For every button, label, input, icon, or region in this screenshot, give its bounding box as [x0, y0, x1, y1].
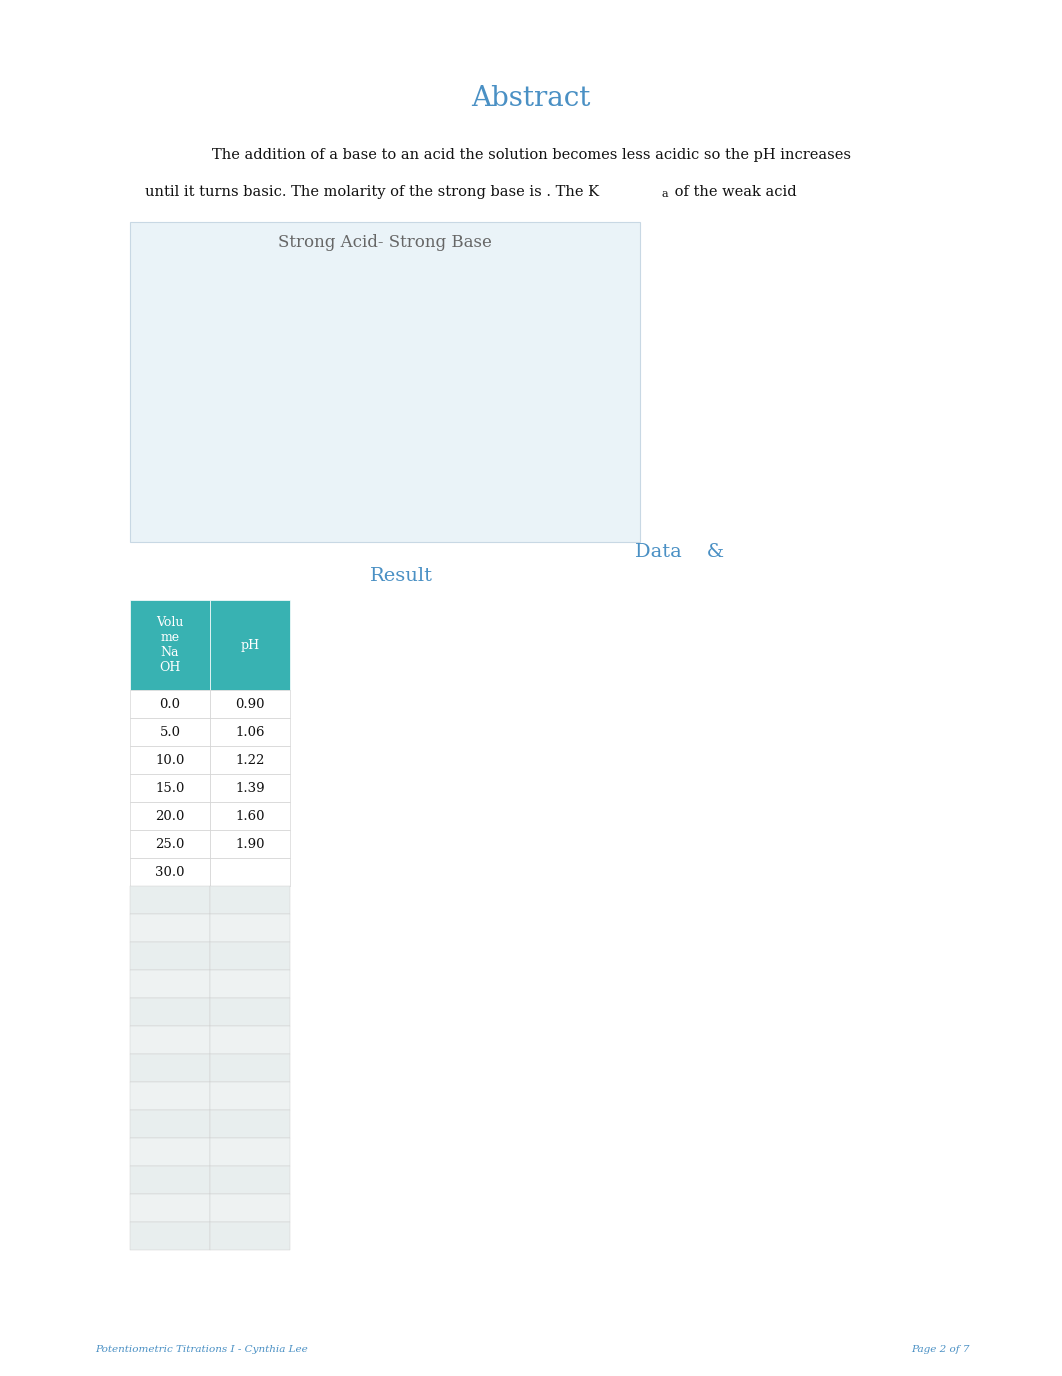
Point — [528, 275, 545, 297]
Point — [473, 274, 490, 296]
Point — [361, 277, 378, 299]
Point — [584, 274, 601, 296]
Point — [500, 433, 517, 455]
Point — [500, 275, 517, 297]
Text: 1.06: 1.06 — [236, 725, 264, 739]
Y-axis label: pH: pH — [132, 373, 144, 392]
Point — [612, 275, 629, 297]
Point — [389, 444, 406, 466]
Text: 15.0: 15.0 — [155, 782, 185, 794]
Text: 1.39: 1.39 — [235, 782, 264, 794]
Text: Abstract: Abstract — [472, 85, 590, 111]
Text: Page 2 of 7: Page 2 of 7 — [911, 1344, 970, 1354]
Text: Volu
me
Na
OH: Volu me Na OH — [156, 616, 184, 674]
Text: 5.0: 5.0 — [159, 725, 181, 739]
Point — [473, 436, 490, 458]
Text: Result: Result — [370, 567, 433, 585]
Point — [584, 436, 601, 458]
Point — [555, 436, 572, 458]
Text: 0.0: 0.0 — [159, 698, 181, 710]
X-axis label: Volume of NaOH added (mL): Volume of NaOH added (mL) — [306, 530, 490, 544]
Text: Strong Acid- Strong Base: Strong Acid- Strong Base — [278, 234, 492, 250]
Point — [222, 468, 239, 490]
Text: 1.90: 1.90 — [236, 838, 264, 850]
Text: until it turns basic. The molarity of the strong base is . The K: until it turns basic. The molarity of th… — [145, 184, 599, 200]
Point — [555, 275, 572, 297]
Text: 25.0: 25.0 — [155, 838, 185, 850]
Point — [278, 461, 295, 483]
Point — [389, 275, 406, 297]
Text: The addition of a base to an acid the solution becomes less acidic so the pH inc: The addition of a base to an acid the so… — [211, 149, 851, 162]
Point — [333, 362, 350, 384]
Point — [612, 438, 629, 460]
Point — [416, 442, 433, 464]
Text: 0.90: 0.90 — [236, 698, 264, 710]
Point — [445, 438, 462, 460]
Point — [333, 453, 350, 475]
Text: 10.0: 10.0 — [155, 754, 185, 766]
Point — [167, 475, 184, 497]
Point — [250, 465, 267, 487]
Point — [306, 282, 323, 304]
Text: pH: pH — [240, 638, 259, 651]
Text: 1.60: 1.60 — [236, 809, 264, 823]
Point — [194, 472, 211, 494]
Text: of the weak acid: of the weak acid — [670, 184, 796, 200]
Point — [361, 449, 378, 471]
Point — [528, 433, 545, 455]
Text: 1.22: 1.22 — [236, 754, 264, 766]
Text: 30.0: 30.0 — [155, 866, 185, 878]
Point — [333, 279, 350, 301]
Point — [306, 455, 323, 477]
Text: 20.0: 20.0 — [155, 809, 185, 823]
Text: Potentiometric Titrations I - Cynthia Lee: Potentiometric Titrations I - Cynthia Le… — [95, 1344, 308, 1354]
Point — [445, 274, 462, 296]
Point — [416, 274, 433, 296]
Text: Data    &: Data & — [635, 544, 724, 561]
Text: a: a — [662, 189, 669, 200]
